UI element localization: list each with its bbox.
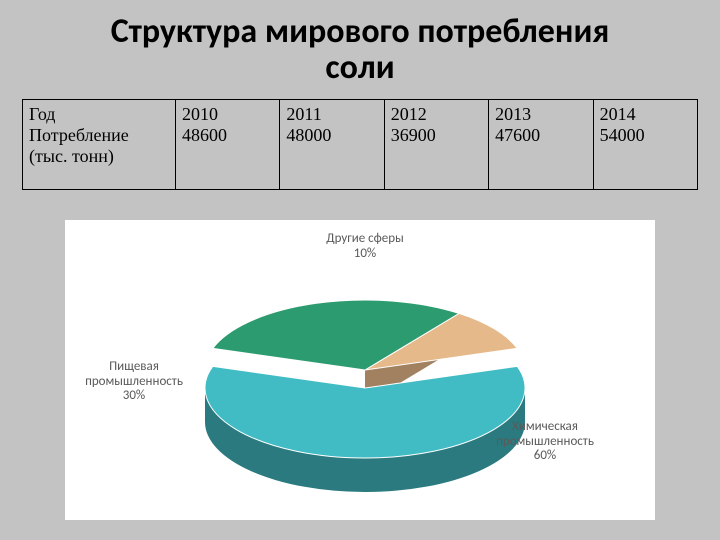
label-value: 30%	[123, 388, 145, 403]
row-label-year: Год	[29, 104, 55, 124]
data-table: Год Потребление (тыс. тонн) 2010 48600 2…	[22, 99, 698, 190]
col-val: 48600	[182, 125, 227, 145]
label-text: Другие сферы	[326, 231, 404, 246]
col-year: 2014	[600, 104, 636, 124]
label-text2: промышленность	[496, 434, 594, 449]
row-label-cons: Потребление (тыс. тонн)	[29, 125, 129, 166]
col-val: 36900	[391, 125, 436, 145]
slide: Структура мирового потребления соли Год …	[0, 0, 720, 540]
label-value: 60%	[534, 448, 556, 463]
table-cell: 2013 47600	[489, 100, 593, 190]
pie-label-other: Другие сферы 10%	[295, 232, 435, 261]
data-table-wrap: Год Потребление (тыс. тонн) 2010 48600 2…	[22, 99, 698, 190]
col-year: 2012	[391, 104, 427, 124]
col-year: 2013	[495, 104, 531, 124]
col-val: 54000	[600, 125, 645, 145]
pie-chart: Другие сферы 10% Пищевая промышленность …	[65, 220, 655, 520]
table-cell: 2010 48600	[176, 100, 280, 190]
row-label-combined: Год Потребление (тыс. тонн)	[23, 100, 176, 190]
pie-label-chem: Химическая промышленность 60%	[465, 420, 625, 463]
table-cell: 2012 36900	[384, 100, 488, 190]
col-year: 2011	[286, 104, 321, 124]
label-text: Пищевая	[109, 359, 159, 374]
label-text: Химическая	[512, 419, 578, 434]
page-title: Структура мирового потребления соли	[0, 14, 720, 85]
table-cell: 2014 54000	[593, 100, 697, 190]
col-val: 48000	[286, 125, 331, 145]
pie-label-food: Пищевая промышленность 30%	[69, 360, 199, 403]
table-row: Год Потребление (тыс. тонн) 2010 48600 2…	[23, 100, 698, 190]
label-text2: промышленность	[85, 374, 183, 389]
title-line2: соли	[325, 47, 394, 88]
col-val: 47600	[495, 125, 540, 145]
label-value: 10%	[354, 246, 376, 261]
table-cell: 2011 48000	[280, 100, 384, 190]
col-year: 2010	[182, 104, 218, 124]
